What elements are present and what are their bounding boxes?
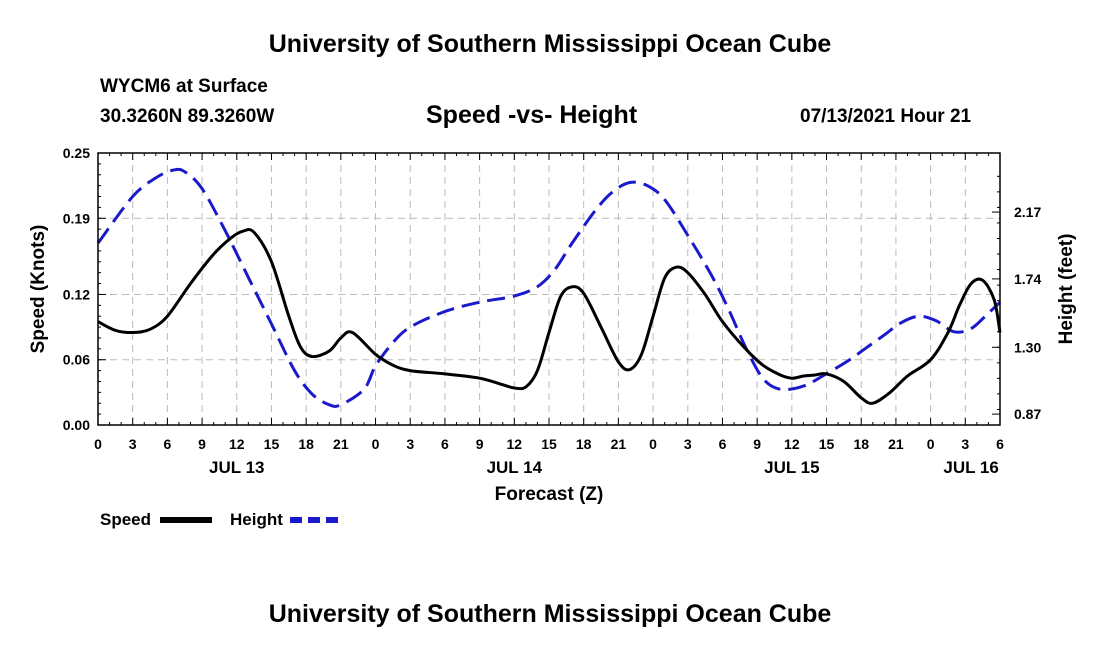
x-tick-label: 18	[576, 436, 592, 452]
y-tick-label: 0.00	[63, 417, 90, 433]
day-label: JUL 16	[943, 458, 998, 477]
footer-title: University of Southern Mississippi Ocean…	[268, 600, 832, 628]
height-series-line	[96, 167, 1002, 408]
y-axis-label: Speed (Knots)	[28, 225, 49, 354]
x-tick-label: 0	[649, 436, 657, 452]
plot-frame	[97, 152, 1001, 426]
day-label: JUL 13	[209, 458, 264, 477]
chart-subtitle: Speed -vs- Height	[426, 101, 638, 129]
tick-labels: 0 3 6 9 12 15 18 21 0 3 6 9 12 15 18 21 0 3 6 9 12 15 18 21 0 3 6 J…	[63, 145, 1042, 477]
x-tick-label: 3	[961, 436, 969, 452]
coordinates-label: 30.3260N 89.3260W	[100, 106, 275, 127]
x-tick-label: 0	[372, 436, 380, 452]
chart-title: University of Southern Mississippi Ocean…	[268, 30, 832, 58]
y-tick-label: 0.25	[63, 145, 90, 161]
y2-tick-label: 2.17	[1014, 204, 1041, 220]
x-tick-label: 9	[753, 436, 761, 452]
forecast-datetime: 07/13/2021 Hour 21	[800, 106, 972, 127]
x-tick-label: 21	[611, 436, 627, 452]
x-tick-label: 6	[996, 436, 1004, 452]
day-label: JUL 15	[764, 458, 819, 477]
y-tick-label: 0.12	[63, 286, 90, 302]
y2-tick-label: 0.87	[1014, 406, 1041, 422]
x-tick-label: 18	[298, 436, 314, 452]
x-tick-label: 6	[441, 436, 449, 452]
x-tick-label: 15	[541, 436, 557, 452]
x-tick-label: 15	[264, 436, 280, 452]
day-label: JUL 14	[487, 458, 543, 477]
series-lines	[96, 167, 1002, 408]
x-tick-label: 12	[784, 436, 800, 452]
station-label: WYCM6 at Surface	[100, 76, 268, 97]
x-tick-label: 6	[163, 436, 171, 452]
y-tick-label: 0.06	[63, 352, 90, 368]
legend: Speed Height	[100, 510, 342, 529]
x-tick-label: 0	[927, 436, 935, 452]
x-tick-label: 12	[507, 436, 523, 452]
y-tick-label: 0.19	[63, 210, 90, 226]
y2-tick-label: 1.30	[1014, 339, 1041, 355]
speed-series-line	[97, 228, 1002, 405]
legend-speed-label: Speed	[100, 510, 151, 529]
y2-axis-label: Height (feet)	[1056, 234, 1077, 345]
x-tick-label: 3	[406, 436, 414, 452]
x-tick-label: 18	[853, 436, 869, 452]
y2-tick-label: 1.74	[1014, 271, 1041, 287]
x-axis-label: Forecast (Z)	[495, 484, 604, 505]
x-tick-label: 9	[198, 436, 206, 452]
x-tick-label: 12	[229, 436, 245, 452]
legend-height-label: Height	[230, 510, 283, 529]
x-tick-label: 6	[719, 436, 727, 452]
x-tick-label: 9	[476, 436, 484, 452]
x-tick-label: 0	[94, 436, 102, 452]
x-tick-label: 21	[888, 436, 904, 452]
grid-lines	[98, 153, 1000, 425]
x-tick-label: 3	[684, 436, 692, 452]
x-tick-label: 3	[129, 436, 137, 452]
x-tick-label: 21	[333, 436, 349, 452]
x-tick-label: 15	[819, 436, 835, 452]
